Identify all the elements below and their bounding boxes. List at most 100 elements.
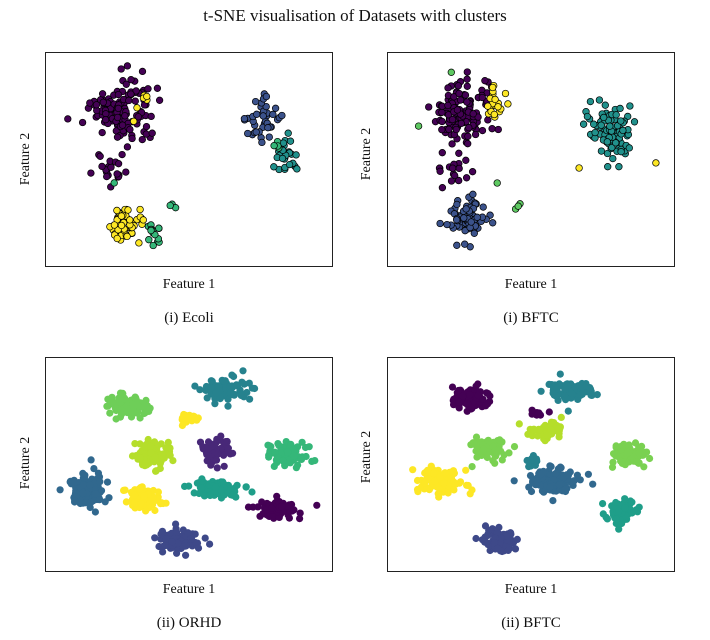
data-point — [96, 478, 104, 486]
series-3-points — [579, 96, 639, 171]
plot-area — [387, 357, 675, 572]
data-point — [597, 147, 606, 155]
data-point — [455, 176, 463, 185]
data-point — [640, 463, 648, 471]
data-point — [155, 224, 163, 232]
data-point — [86, 503, 94, 512]
data-point — [435, 493, 443, 501]
data-point — [284, 456, 292, 464]
data-point — [145, 236, 153, 244]
data-point — [481, 77, 489, 85]
y-axis-label: Feature 2 — [359, 127, 374, 181]
data-point — [482, 402, 490, 410]
series-1-points — [448, 380, 553, 419]
data-point — [284, 129, 292, 137]
data-point — [133, 104, 141, 112]
data-point — [454, 386, 463, 395]
data-point — [249, 503, 257, 511]
data-point — [147, 226, 155, 235]
data-point — [184, 529, 192, 537]
data-point — [147, 112, 155, 121]
data-point — [549, 389, 557, 397]
data-point — [575, 164, 583, 172]
data-point — [135, 485, 144, 493]
data-point — [546, 462, 554, 470]
data-point — [147, 449, 155, 457]
data-point — [621, 495, 629, 503]
data-point — [131, 440, 139, 448]
data-point — [452, 216, 461, 224]
data-point — [279, 457, 287, 465]
data-point — [478, 126, 487, 135]
data-point — [200, 492, 209, 500]
data-point — [466, 391, 474, 399]
data-point — [525, 483, 533, 491]
data-point — [242, 483, 250, 491]
data-point — [110, 179, 118, 187]
data-point — [232, 493, 240, 501]
data-point — [148, 129, 156, 137]
data-point — [269, 110, 277, 119]
data-point — [151, 534, 159, 542]
data-point — [278, 154, 287, 163]
data-point — [436, 219, 444, 228]
series-2-points — [196, 432, 237, 472]
data-point — [285, 514, 293, 522]
data-point — [463, 98, 471, 106]
data-point — [120, 395, 128, 403]
data-point — [421, 479, 429, 487]
data-point — [271, 104, 280, 112]
data-point — [490, 539, 499, 547]
plot-area — [45, 357, 333, 572]
data-point — [259, 112, 267, 120]
data-point — [130, 409, 138, 417]
x-axis-label: Feature 1 — [504, 277, 558, 292]
data-point — [104, 395, 112, 403]
data-point — [123, 62, 132, 70]
data-point — [635, 449, 643, 457]
data-point — [137, 500, 145, 508]
data-point — [463, 399, 471, 407]
data-point — [143, 92, 151, 101]
data-point — [479, 445, 488, 453]
data-point — [168, 538, 176, 546]
data-point — [71, 478, 79, 486]
data-point — [79, 481, 88, 489]
data-point — [528, 432, 536, 440]
data-point — [619, 126, 627, 135]
data-point — [537, 387, 545, 395]
data-point — [628, 509, 636, 517]
data-point — [136, 205, 144, 214]
data-point — [447, 177, 456, 185]
data-point — [579, 120, 588, 128]
data-point — [606, 122, 614, 130]
data-point — [448, 140, 456, 148]
data-point — [173, 549, 181, 557]
data-point — [450, 486, 458, 494]
data-point — [101, 498, 109, 506]
data-point — [296, 509, 304, 517]
data-point — [552, 470, 560, 478]
data-point — [646, 454, 654, 463]
series-4-points — [56, 456, 113, 516]
data-point — [492, 452, 500, 460]
data-point — [587, 391, 595, 399]
data-point — [545, 408, 553, 416]
data-point — [444, 101, 452, 110]
data-point — [601, 101, 609, 109]
data-point — [92, 101, 101, 109]
data-point — [117, 65, 125, 73]
data-point — [481, 538, 489, 546]
data-point — [154, 493, 162, 501]
data-point — [436, 167, 444, 175]
data-point — [463, 82, 471, 90]
data-point — [625, 144, 633, 152]
data-point — [599, 510, 607, 518]
data-point — [311, 457, 319, 465]
data-point — [461, 91, 470, 99]
data-point — [98, 90, 107, 98]
data-point — [599, 500, 607, 508]
data-point — [561, 385, 569, 393]
data-point — [131, 499, 139, 507]
data-point — [456, 96, 465, 104]
